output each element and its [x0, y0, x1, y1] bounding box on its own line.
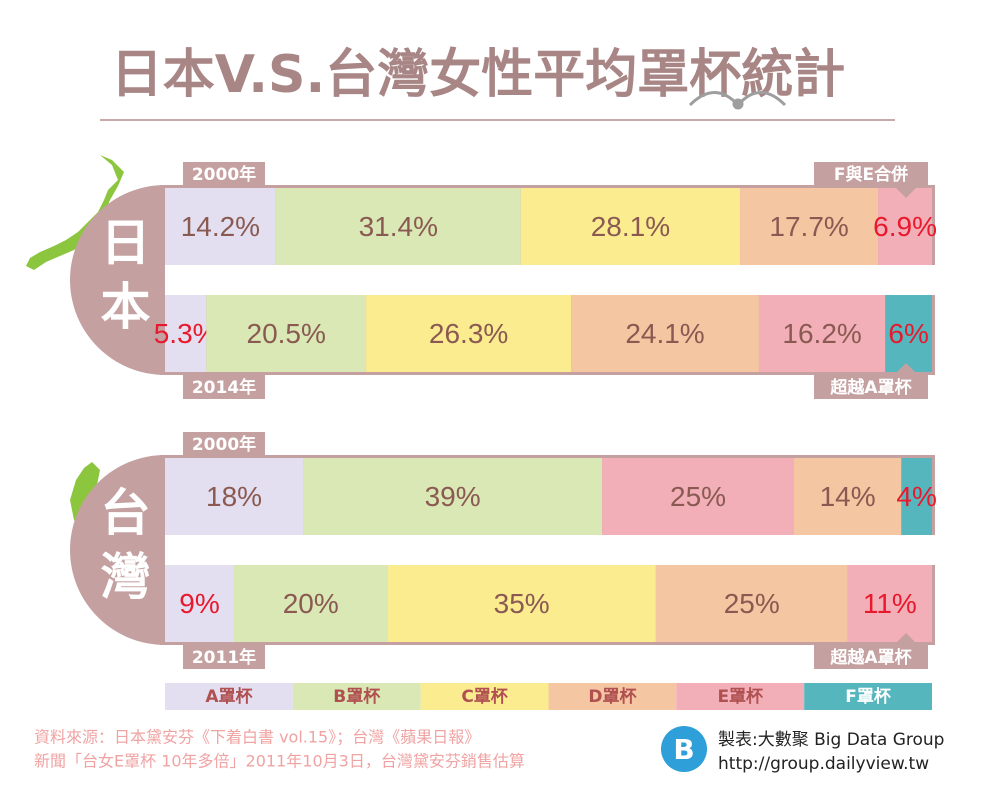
- bar-segment: [165, 295, 207, 372]
- legend-label: C罩杯: [461, 686, 507, 707]
- logo: B: [661, 726, 707, 772]
- row-gap: [165, 535, 935, 565]
- value-label: 11%: [863, 588, 917, 619]
- chart-title: 日本V.S.台灣女性平均罩杯統計: [111, 45, 846, 105]
- note-tag-bg: [814, 375, 928, 399]
- legend-label: F罩杯: [845, 686, 891, 707]
- value-label: 17.7%: [769, 211, 848, 242]
- value-label: 6.9%: [873, 211, 937, 242]
- value-label: 24.1%: [625, 318, 704, 349]
- group-name: 日本: [93, 216, 151, 344]
- note-pointer: [894, 363, 918, 375]
- value-label: 39%: [425, 481, 481, 512]
- bar-segment: [758, 295, 886, 372]
- value-label: 28.1%: [591, 211, 670, 242]
- bar-segment: [206, 295, 367, 372]
- bar-segment: [303, 458, 603, 535]
- bar-segment: [275, 188, 521, 265]
- row-gap: [165, 265, 935, 295]
- group-name: 台灣: [93, 486, 151, 614]
- legend-swatch: [548, 683, 677, 710]
- note-pointer: [894, 633, 918, 645]
- bar-segment: [847, 565, 932, 642]
- year-tag: 2000年: [192, 164, 256, 185]
- value-label: 35%: [494, 588, 550, 619]
- bar-segment: [234, 565, 388, 642]
- bar-segment: [901, 458, 932, 535]
- value-label: 25%: [724, 588, 780, 619]
- bar-segment: [165, 188, 276, 265]
- bar-segment: [520, 188, 741, 265]
- legend-label: D罩杯: [588, 686, 636, 707]
- legend-swatch: [804, 683, 932, 710]
- year-tag: 2014年: [192, 377, 256, 398]
- legend-swatch: [420, 683, 549, 710]
- value-label: 25%: [670, 481, 726, 512]
- legend-swatch: [165, 683, 293, 710]
- note-tag: 超越A罩杯: [830, 647, 911, 668]
- bar-segment: [571, 295, 759, 372]
- bar-segment: [387, 565, 656, 642]
- year-tag: 2000年: [192, 434, 256, 455]
- note-tag-bg: [814, 162, 928, 186]
- value-label: 14%: [820, 481, 876, 512]
- bar-segment: [602, 458, 794, 535]
- note-tag-bg: [814, 645, 928, 669]
- value-label: 4%: [896, 481, 936, 512]
- value-label: 20%: [283, 588, 339, 619]
- svg-text:B: B: [673, 733, 694, 766]
- legend-label: E罩杯: [717, 686, 763, 707]
- value-label: 26.3%: [429, 318, 508, 349]
- credit: http://group.dailyview.tw: [718, 754, 929, 774]
- bar-segment: [165, 458, 304, 535]
- bar-segment: [793, 458, 902, 535]
- value-label: 14.2%: [181, 211, 260, 242]
- note-tag: F與E合併: [834, 164, 908, 185]
- note-tag: 超越A罩杯: [830, 377, 911, 398]
- value-label: 31.4%: [359, 211, 438, 242]
- bar-segment: [740, 188, 879, 265]
- bar-segment: [655, 565, 848, 642]
- bar-segment: [885, 295, 932, 372]
- taiwan-map: [70, 462, 100, 528]
- value-label: 6%: [888, 318, 928, 349]
- year-tag-bg: [183, 162, 265, 186]
- year-tag-bg: [183, 432, 265, 456]
- bar-segment: [878, 188, 932, 265]
- value-label: 16.2%: [782, 318, 861, 349]
- legend-label: B罩杯: [333, 686, 380, 707]
- note-pointer: [894, 186, 918, 198]
- year-tag-bg: [183, 645, 265, 669]
- credit: 製表:大數聚 Big Data Group: [718, 730, 944, 750]
- legend-swatch: [676, 683, 805, 710]
- source-note: 資料來源：日本黛安芬《下着白書 vol.15》；台灣《蘋果日報》: [34, 728, 480, 747]
- source-note: 新聞「台女E罩杯 10年多倍」2011年10月3日，台灣黛安芬銷售估算: [34, 752, 525, 771]
- year-tag-bg: [183, 375, 265, 399]
- bra-icon: [688, 91, 787, 110]
- bar-segment: [366, 295, 572, 372]
- bar-segment: [165, 565, 235, 642]
- value-label: 18%: [206, 481, 262, 512]
- value-label: 20.5%: [247, 318, 326, 349]
- legend-label: A罩杯: [205, 686, 252, 707]
- year-tag: 2011年: [192, 647, 256, 668]
- value-label: 9%: [179, 588, 219, 619]
- legend-swatch: [292, 683, 421, 710]
